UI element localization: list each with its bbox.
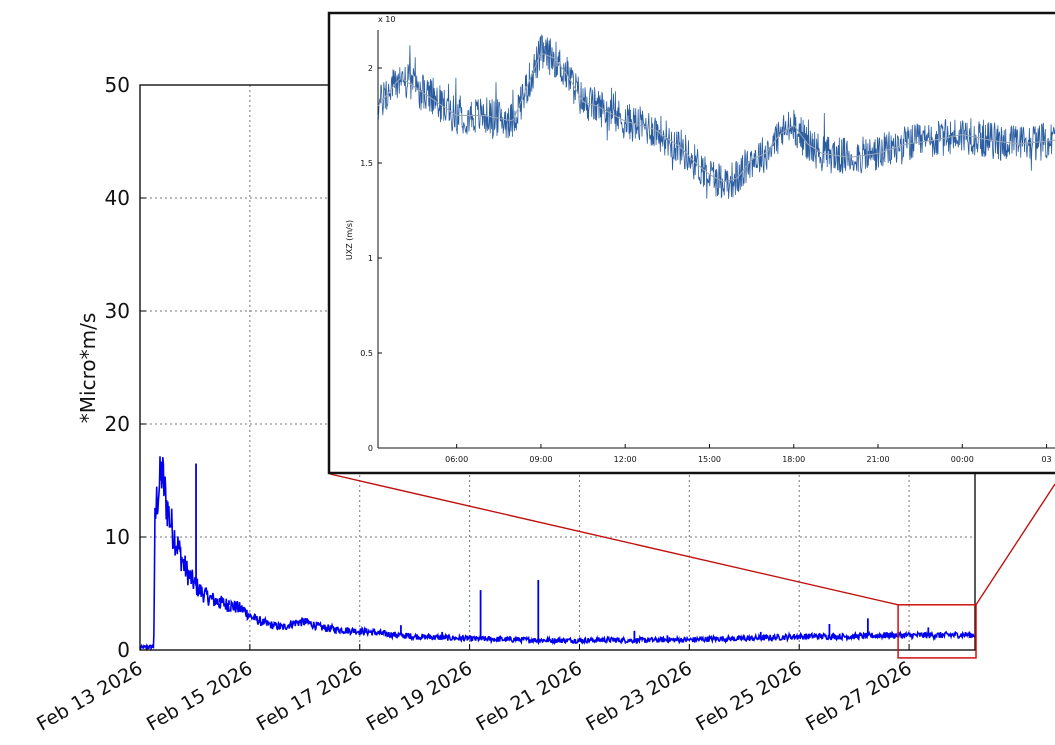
inset-x-tick-label: 15:00 [698,455,721,464]
inset-y-axis-label: UXZ (m/s) [345,220,354,260]
inset-x-tick-label: 03 [1041,455,1051,464]
inset-chart: 0 0.5 1 1.5 2 06:00 09:00 12:00 15:00 18:00 21:00 0… [327,11,1055,475]
inset-axes: 0 0.5 1 1.5 2 06:00 09:00 12:00 15:00 18:00 21:00 0… [360,30,1055,464]
inset-y-tick-label: 1 [368,254,373,263]
inset-y-tick-label: 1.5 [360,159,373,168]
inset-y-tick-label: 0.5 [360,349,373,358]
x-tick-label: Feb 19 2026 [363,657,476,735]
y-tick-label: 20 [105,412,130,436]
inset-x-tick-label: 06:00 [445,455,468,464]
x-tick-label: Feb 27 2026 [802,657,915,735]
main-data-layer [139,456,976,652]
main-series-line [139,456,976,652]
inset-x-tick-label: 09:00 [529,455,552,464]
x-tick-label: Feb 13 2026 [33,657,146,735]
inset-x-tick-label: 18:00 [782,455,805,464]
y-tick-label: 10 [105,525,130,549]
zoom-connector-left [329,473,899,606]
inset-series-line [377,33,1055,199]
inset-scale-label: x 10 [378,15,395,24]
x-tick-label: Feb 15 2026 [143,657,256,735]
x-tick-label: Feb 23 2026 [582,657,695,735]
inset-x-tick-label: 12:00 [614,455,637,464]
inset-trend-line [377,53,1055,183]
zoom-callout [329,473,1055,659]
main-y-axis-ticks: 0 10 20 30 40 50 [105,73,146,662]
inset-y-tick-label: 0 [368,444,373,453]
zoom-connector-right [975,483,1055,606]
y-tick-label: 50 [105,73,130,97]
inset-panel [327,11,1055,475]
zoom-box [897,604,977,659]
main-y-axis-label: *Micro*m/s [76,313,100,423]
x-tick-label: Feb 21 2026 [473,657,586,735]
inset-x-tick-label: 00:00 [951,455,974,464]
inset-x-tick-label: 21:00 [866,455,889,464]
x-tick-label: Feb 25 2026 [692,657,805,735]
inset-y-tick-label: 2 [368,64,373,73]
inset-data-layer [377,33,1055,199]
y-tick-label: 30 [105,299,130,323]
y-tick-label: 40 [105,186,130,210]
x-tick-label: Feb 17 2026 [253,657,366,735]
y-tick-label: 0 [117,638,130,662]
